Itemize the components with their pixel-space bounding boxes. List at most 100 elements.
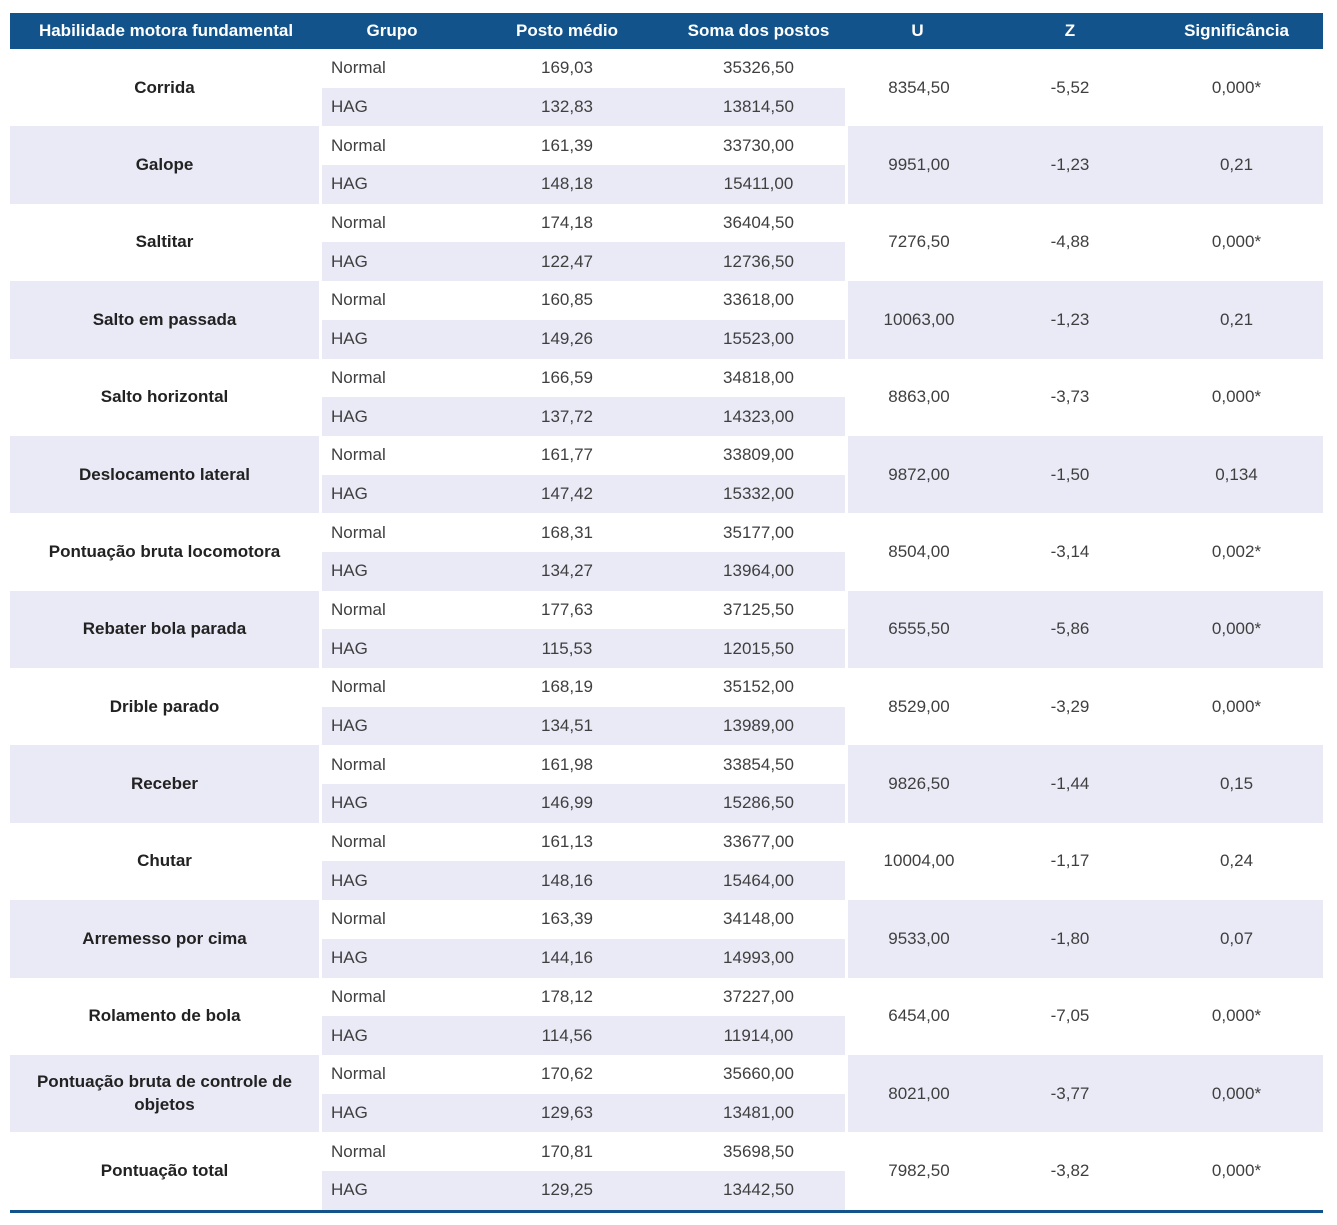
group-cell: Normal [322, 281, 462, 320]
posto-medio-cell: 147,42 [462, 474, 672, 514]
significancia-value-cell: 0,000* [1150, 203, 1323, 282]
table-row-normal: Pontuação bruta locomotora Normal 168,31… [10, 513, 1323, 591]
table-row-normal: Chutar Normal 161,13 33677,00 10004,00 -… [10, 822, 1323, 901]
results-table: Habilidade motora fundamental Grupo Post… [10, 13, 1323, 1210]
table-row-normal: Salto em passada Normal 160,85 33618,00 … [10, 281, 1323, 359]
group-cell: HAG [322, 861, 462, 901]
u-value-cell: 8504,00 [845, 513, 990, 591]
table-body: Corrida Normal 169,03 35326,50 8354,50 -… [10, 49, 1323, 1210]
posto-medio-cell: 177,63 [462, 590, 672, 630]
soma-postos-cell: 13442,50 [672, 1170, 845, 1210]
table-row-hag: HAG 134,27 13964,00 [10, 551, 1323, 591]
posto-medio-cell: 129,63 [462, 1093, 672, 1133]
col-header-z: Z [990, 13, 1150, 49]
posto-medio-cell: 163,39 [462, 900, 672, 939]
z-value-cell: -1,17 [990, 822, 1150, 901]
z-value-cell: -3,29 [990, 668, 1150, 746]
table-row-hag: HAG 146,99 15286,50 [10, 784, 1323, 823]
group-cell: Normal [322, 358, 462, 398]
table-row-normal: Rebater bola parada Normal 177,63 37125,… [10, 590, 1323, 668]
significancia-value-cell: 0,21 [1150, 126, 1323, 204]
posto-medio-cell: 170,81 [462, 1132, 672, 1171]
posto-medio-cell: 160,85 [462, 281, 672, 320]
significancia-value-cell: 0,24 [1150, 822, 1323, 901]
significancia-value-cell: 0,07 [1150, 900, 1323, 978]
soma-postos-cell: 37227,00 [672, 977, 845, 1017]
significancia-value-cell: 0,21 [1150, 281, 1323, 359]
col-header-significancia: Significância [1150, 13, 1323, 49]
table-row-hag: HAG 122,47 12736,50 [10, 242, 1323, 282]
col-header-posto-medio: Posto médio [462, 13, 672, 49]
soma-postos-cell: 13814,50 [672, 87, 845, 127]
soma-postos-cell: 33618,00 [672, 281, 845, 320]
posto-medio-cell: 170,62 [462, 1054, 672, 1094]
soma-postos-cell: 35660,00 [672, 1054, 845, 1094]
table-row-hag: HAG 148,16 15464,00 [10, 861, 1323, 901]
soma-postos-cell: 15464,00 [672, 861, 845, 901]
soma-postos-cell: 12015,50 [672, 629, 845, 668]
z-value-cell: -1,50 [990, 435, 1150, 514]
group-cell: Normal [322, 668, 462, 707]
soma-postos-cell: 14323,00 [672, 397, 845, 436]
col-header-u: U [845, 13, 990, 49]
soma-postos-cell: 33809,00 [672, 435, 845, 475]
posto-medio-cell: 144,16 [462, 938, 672, 978]
table-row-normal: Pontuação bruta de controle de objetos N… [10, 1054, 1323, 1133]
group-cell: HAG [322, 551, 462, 591]
z-value-cell: -1,80 [990, 900, 1150, 978]
u-value-cell: 8021,00 [845, 1054, 990, 1133]
z-value-cell: -5,52 [990, 49, 1150, 127]
soma-postos-cell: 36404,50 [672, 203, 845, 243]
group-cell: Normal [322, 203, 462, 243]
group-cell: HAG [322, 938, 462, 978]
soma-postos-cell: 33854,50 [672, 745, 845, 785]
z-value-cell: -1,44 [990, 745, 1150, 823]
group-cell: HAG [322, 87, 462, 127]
results-table-container: Habilidade motora fundamental Grupo Post… [10, 13, 1323, 1213]
soma-postos-cell: 37125,50 [672, 590, 845, 630]
posto-medio-cell: 161,98 [462, 745, 672, 785]
posto-medio-cell: 178,12 [462, 977, 672, 1017]
u-value-cell: 10004,00 [845, 822, 990, 901]
skill-name-cell: Receber [10, 745, 322, 823]
skill-name-cell: Salto horizontal [10, 358, 322, 436]
posto-medio-cell: 148,18 [462, 165, 672, 204]
table-row-normal: Rolamento de bola Normal 178,12 37227,00… [10, 977, 1323, 1055]
soma-postos-cell: 34148,00 [672, 900, 845, 939]
table-row-normal: Pontuação total Normal 170,81 35698,50 7… [10, 1132, 1323, 1210]
posto-medio-cell: 114,56 [462, 1016, 672, 1055]
soma-postos-cell: 13481,00 [672, 1093, 845, 1133]
table-row-hag: HAG 134,51 13989,00 [10, 706, 1323, 746]
group-cell: Normal [322, 745, 462, 785]
soma-postos-cell: 14993,00 [672, 938, 845, 978]
group-cell: Normal [322, 822, 462, 862]
table-row-hag: HAG 132,83 13814,50 [10, 87, 1323, 127]
soma-postos-cell: 15286,50 [672, 784, 845, 823]
posto-medio-cell: 134,51 [462, 706, 672, 746]
group-cell: HAG [322, 1016, 462, 1055]
table-row-hag: HAG 144,16 14993,00 [10, 938, 1323, 978]
posto-medio-cell: 149,26 [462, 319, 672, 359]
significancia-value-cell: 0,000* [1150, 49, 1323, 127]
posto-medio-cell: 148,16 [462, 861, 672, 901]
significancia-value-cell: 0,000* [1150, 590, 1323, 668]
table-row-hag: HAG 149,26 15523,00 [10, 319, 1323, 359]
soma-postos-cell: 33730,00 [672, 126, 845, 166]
table-row-normal: Drible parado Normal 168,19 35152,00 852… [10, 668, 1323, 746]
group-cell: HAG [322, 165, 462, 204]
u-value-cell: 9826,50 [845, 745, 990, 823]
group-cell: HAG [322, 319, 462, 359]
group-cell: Normal [322, 1054, 462, 1094]
table-row-hag: HAG 137,72 14323,00 [10, 397, 1323, 436]
significancia-value-cell: 0,134 [1150, 435, 1323, 514]
soma-postos-cell: 33677,00 [672, 822, 845, 862]
soma-postos-cell: 15332,00 [672, 474, 845, 514]
group-cell: HAG [322, 1093, 462, 1133]
col-header-habilidade: Habilidade motora fundamental [10, 13, 322, 49]
z-value-cell: -4,88 [990, 203, 1150, 282]
z-value-cell: -7,05 [990, 977, 1150, 1055]
posto-medio-cell: 168,31 [462, 513, 672, 552]
u-value-cell: 7276,50 [845, 203, 990, 282]
table-row-hag: HAG 114,56 11914,00 [10, 1016, 1323, 1055]
skill-name-cell: Rolamento de bola [10, 977, 322, 1055]
